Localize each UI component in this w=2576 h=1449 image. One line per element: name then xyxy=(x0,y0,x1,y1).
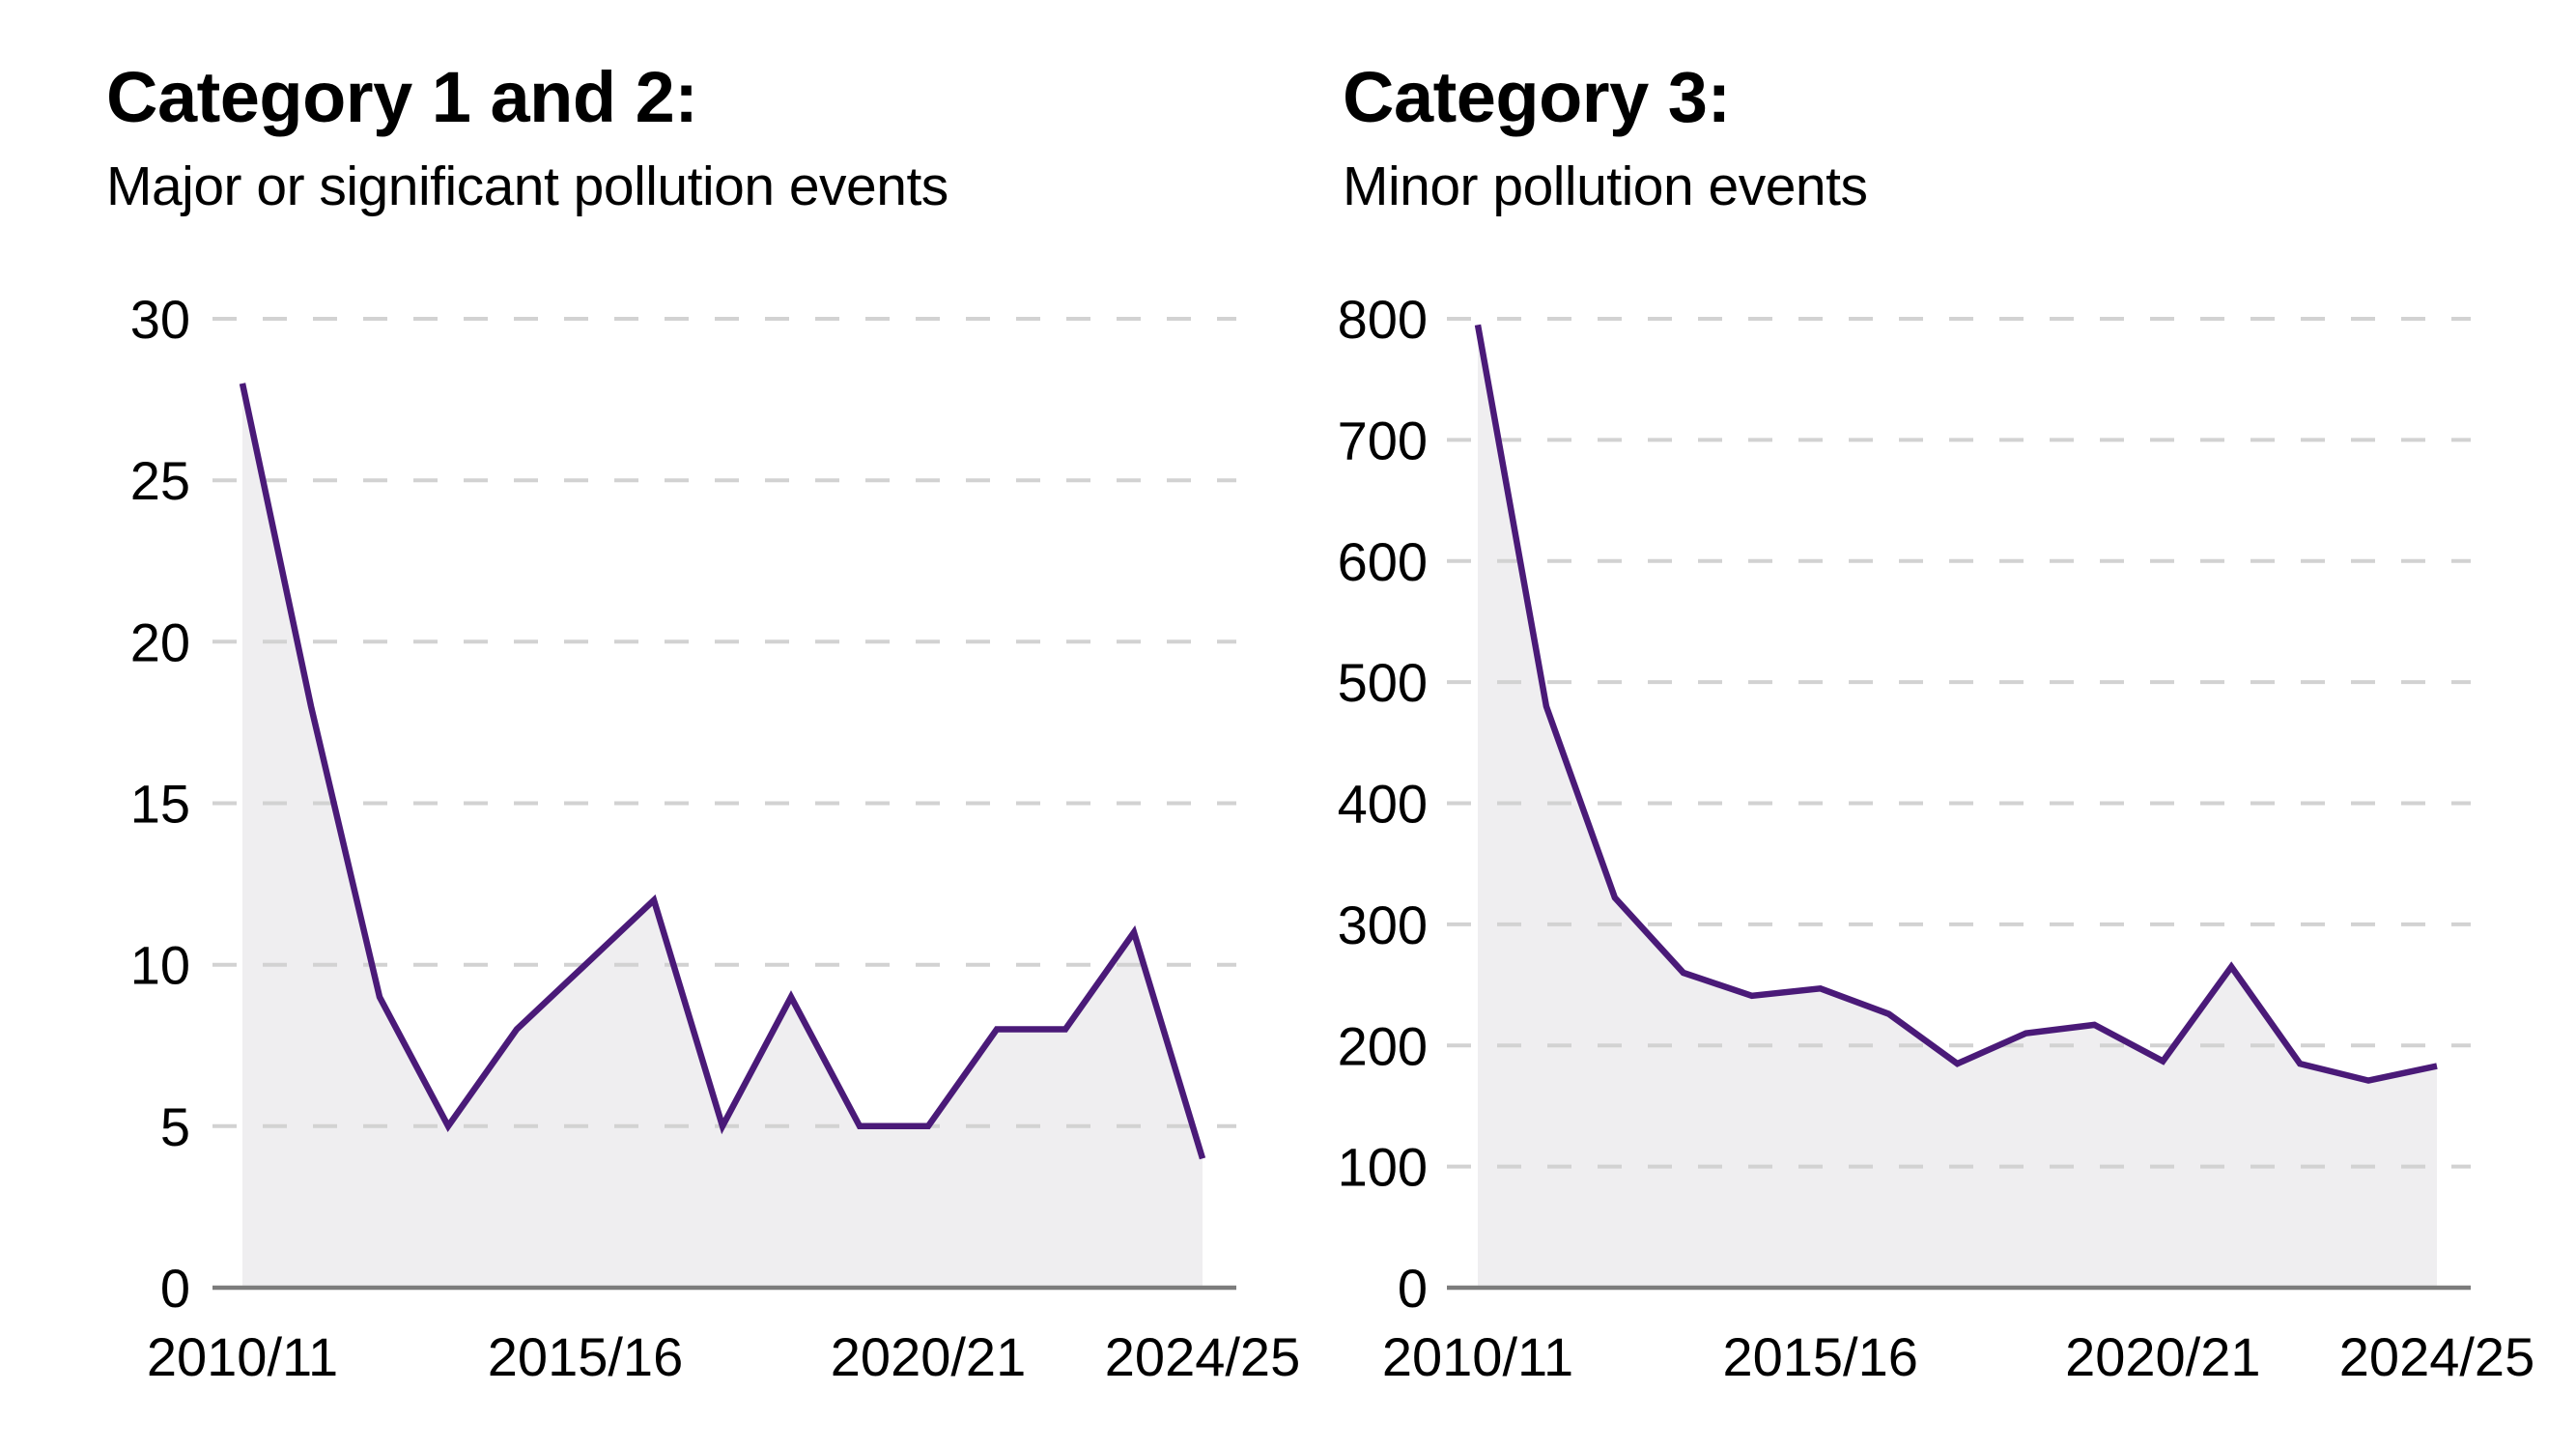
right-chart-y-tick-label: 200 xyxy=(1338,1015,1428,1076)
right-chart-x-tick-label: 2024/25 xyxy=(2339,1326,2534,1387)
right-chart-y-tick-label: 300 xyxy=(1338,895,1428,955)
left-chart-subtitle: Major or significant pollution events xyxy=(106,156,948,217)
left-chart-y-tick-label: 10 xyxy=(130,935,190,996)
right-chart-y-tick-label: 400 xyxy=(1338,774,1428,835)
right-chart-y-tick-label: 800 xyxy=(1338,289,1428,350)
right-chart-area-fill xyxy=(1478,325,2437,1288)
right-chart: 0 100 200 300 400 500 600 700 800 2010/11 2015/16 2… xyxy=(1338,289,2535,1387)
left-chart-y-tick-label: 5 xyxy=(160,1096,190,1157)
right-chart-y-tick-label: 0 xyxy=(1398,1258,1428,1319)
left-chart-x-tick-label: 2024/25 xyxy=(1105,1326,1300,1387)
right-chart-data-line xyxy=(1474,324,2438,1084)
right-chart-x-tick-label: 2010/11 xyxy=(1382,1326,1573,1387)
left-chart-x-tick-label: 2010/11 xyxy=(147,1326,338,1387)
right-chart-y-tick-label: 100 xyxy=(1338,1137,1428,1198)
right-chart-x-tick-label: 2020/21 xyxy=(2065,1326,2260,1387)
right-chart-subtitle: Minor pollution events xyxy=(1343,156,1868,217)
right-chart-x-tick-label: 2015/16 xyxy=(1722,1326,1917,1387)
right-chart-y-tick-label: 500 xyxy=(1338,652,1428,713)
left-chart-x-tick-label: 2015/16 xyxy=(488,1326,683,1387)
left-chart-header: Category 1 and 2: Major or significant p… xyxy=(106,62,948,218)
right-chart-y-tick-label: 700 xyxy=(1338,410,1428,470)
left-chart-area-fill xyxy=(242,383,1203,1288)
left-chart: 0 5 10 15 20 25 30 2010/11 2015/16 2020/21 2024/25 xyxy=(130,289,1301,1387)
right-chart-header: Category 3: Minor pollution events xyxy=(1343,57,1868,218)
left-chart-title: Category 1 and 2: xyxy=(106,57,698,137)
right-chart-y-tick-label: 600 xyxy=(1338,531,1428,592)
left-chart-x-tick-label: 2020/21 xyxy=(831,1326,1026,1387)
left-chart-y-tick-label: 30 xyxy=(130,289,190,350)
left-chart-y-tick-label: 15 xyxy=(130,774,190,835)
left-chart-data-line xyxy=(239,383,1206,1160)
left-chart-y-tick-label: 0 xyxy=(160,1258,190,1319)
left-chart-y-tick-label: 25 xyxy=(130,450,190,511)
left-chart-y-tick-label: 20 xyxy=(130,611,190,672)
right-chart-title: Category 3: xyxy=(1343,57,1731,137)
